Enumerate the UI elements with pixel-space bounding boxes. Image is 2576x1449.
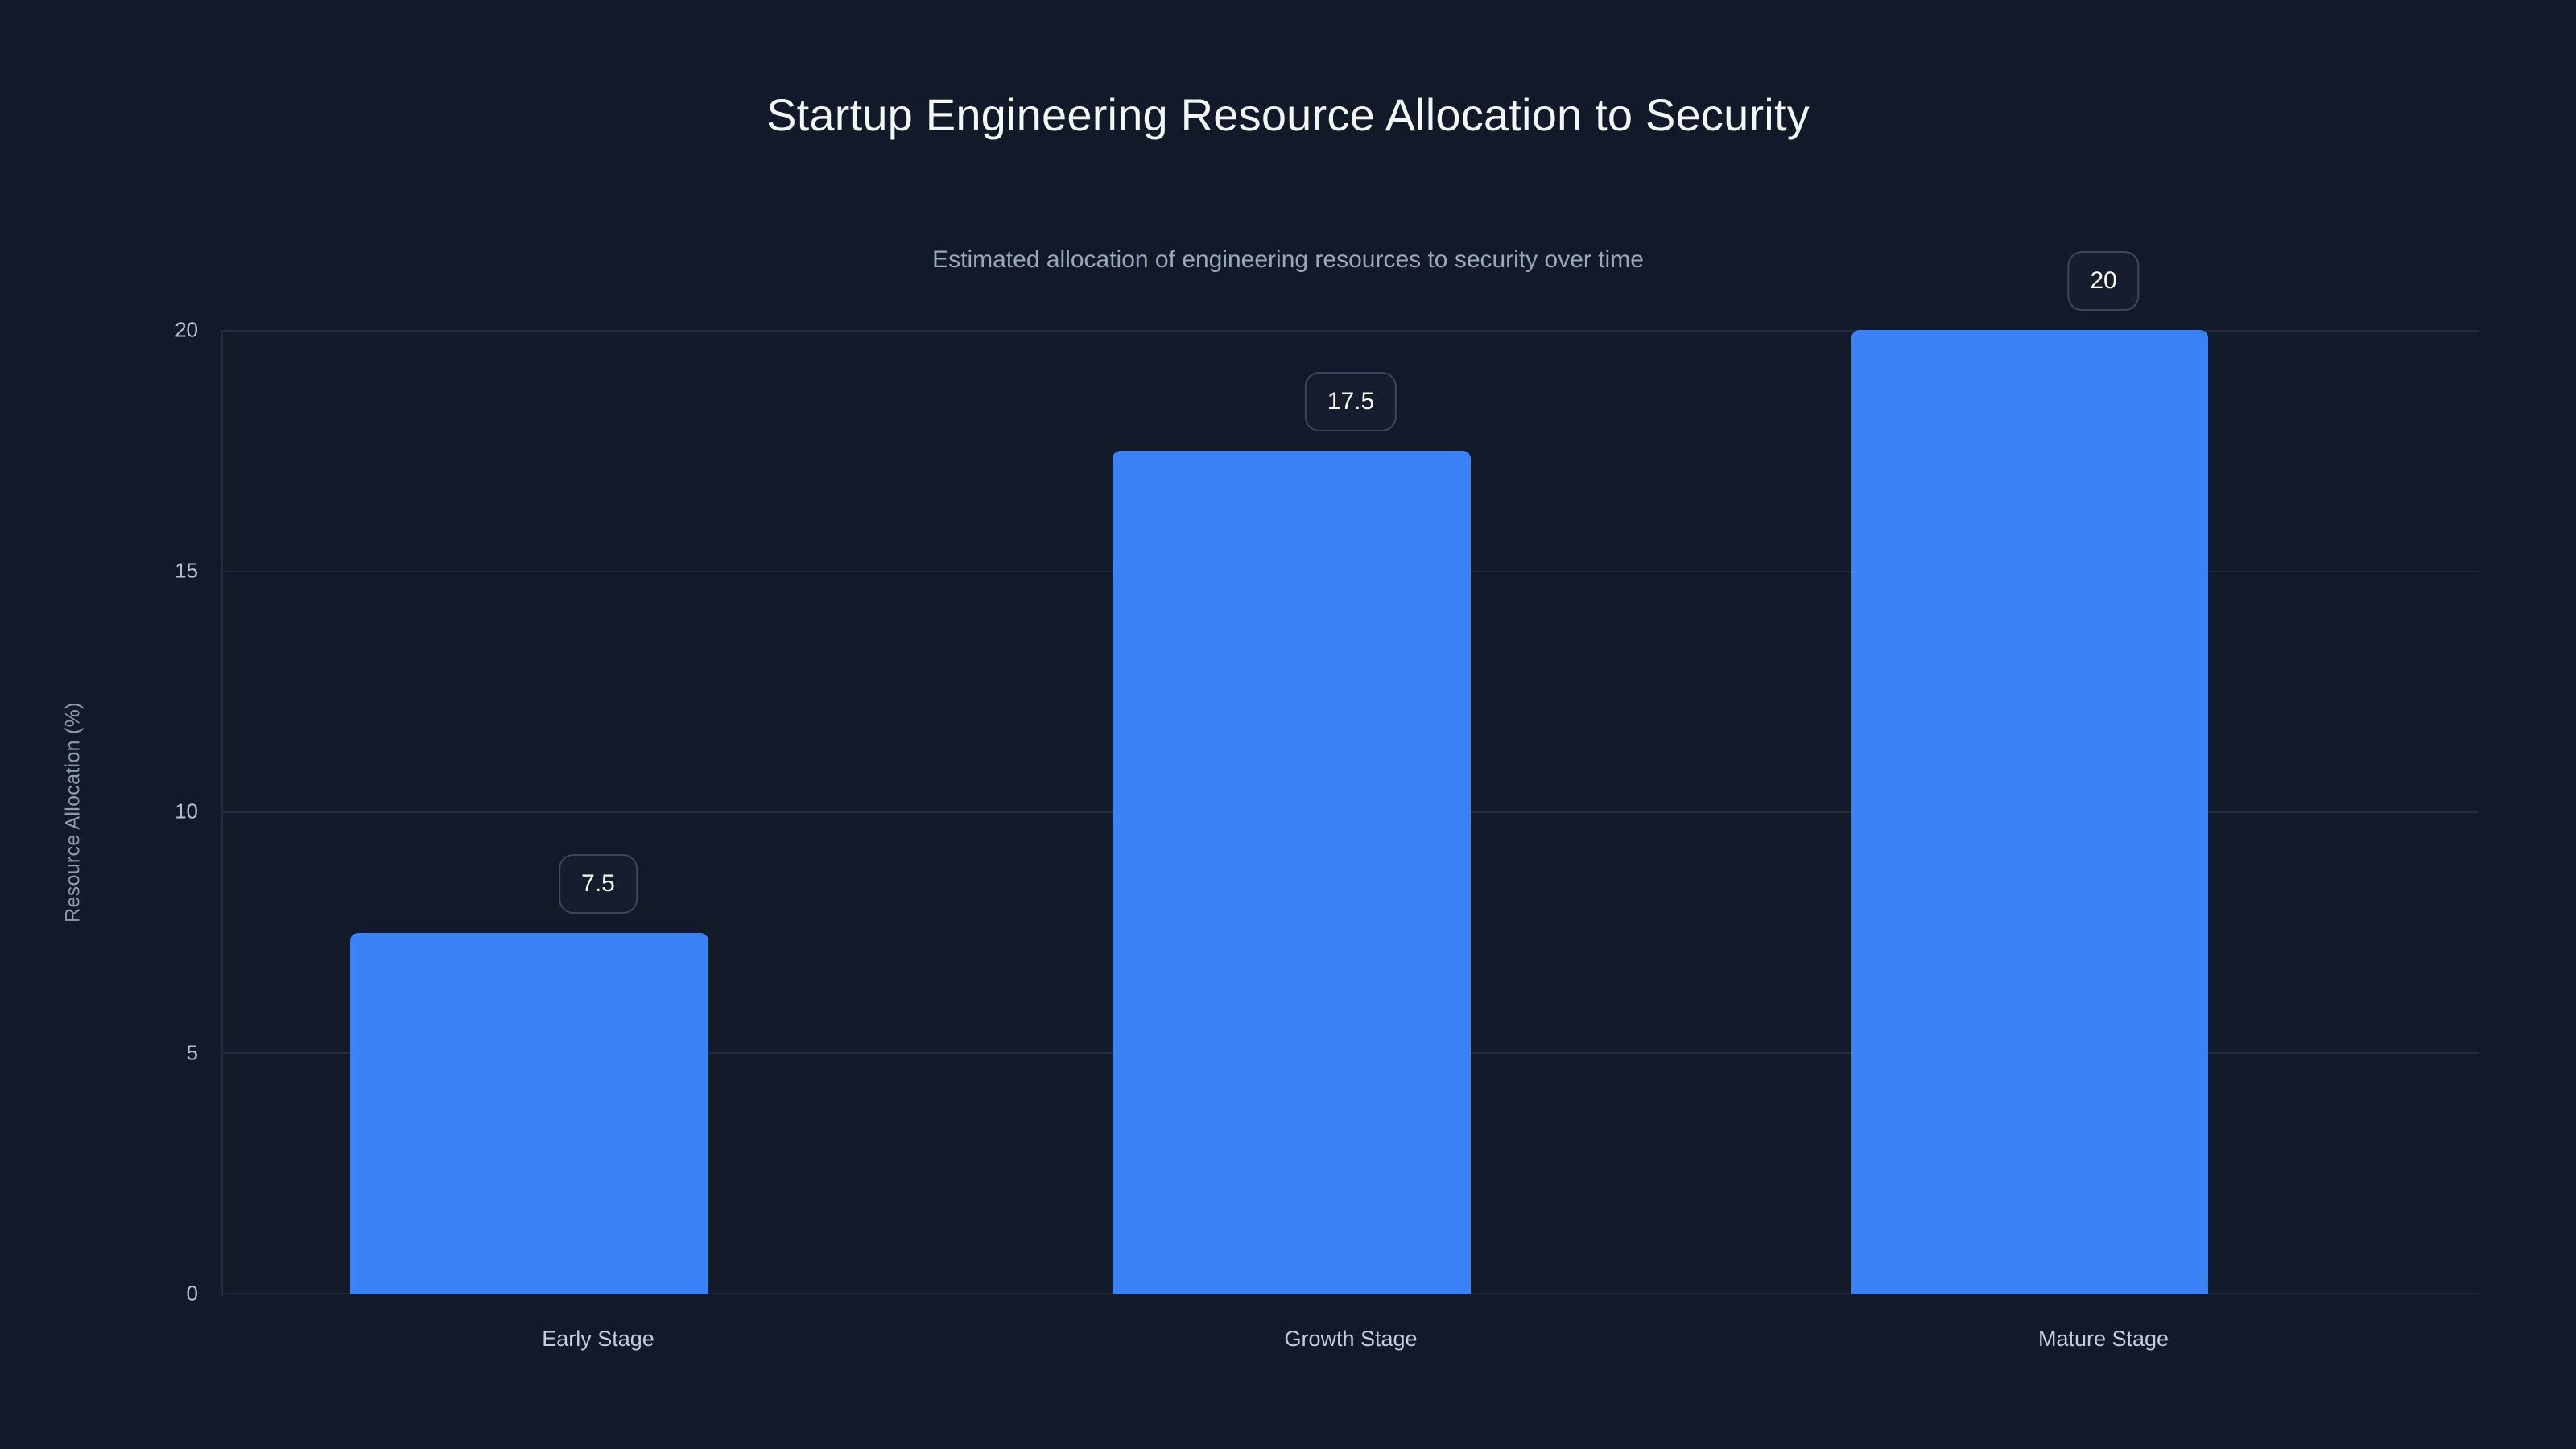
bar-early-stage[interactable] xyxy=(350,932,708,1294)
gridline-20 xyxy=(222,330,2479,332)
y-tick-label-15: 15 xyxy=(175,558,198,583)
y-tick-label-20: 20 xyxy=(175,317,198,342)
bar-mature-stage[interactable] xyxy=(1852,330,2208,1294)
bar-growth-stage[interactable] xyxy=(1113,450,1471,1294)
x-tick-label-mature-stage: Mature Stage xyxy=(2037,1327,2169,1351)
chart-subtitle: Estimated allocation of engineering reso… xyxy=(932,246,1644,273)
y-axis-line xyxy=(221,330,223,1296)
plot-area xyxy=(222,330,2479,1294)
chart-title: Startup Engineering Resource Allocation … xyxy=(766,89,1810,140)
value-badge-growth-stage: 17.5 xyxy=(1304,371,1397,431)
value-badge-early-stage: 7.5 xyxy=(559,853,638,914)
x-tick-label-early-stage: Early Stage xyxy=(542,1327,654,1351)
y-tick-label-5: 5 xyxy=(186,1040,198,1065)
y-tick-label-0: 0 xyxy=(186,1281,198,1306)
value-badge-mature-stage: 20 xyxy=(2067,251,2140,311)
y-tick-label-10: 10 xyxy=(175,799,198,824)
x-tick-label-growth-stage: Growth Stage xyxy=(1284,1327,1418,1351)
